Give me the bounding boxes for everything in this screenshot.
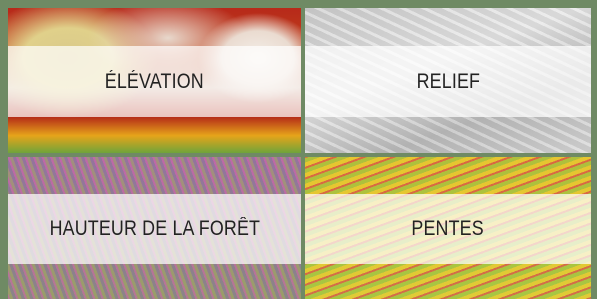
label-band: HAUTEUR DE LA FORÊT xyxy=(8,194,301,264)
tile-label: ÉLÉVATION xyxy=(105,70,204,94)
label-band: PENTES xyxy=(305,194,591,264)
slopes-tile[interactable]: PENTES xyxy=(305,157,591,299)
layer-grid: ÉLÉVATION RELIEF HAUTEUR DE LA FORÊT PEN… xyxy=(0,0,597,299)
tile-label: RELIEF xyxy=(416,70,480,94)
label-band: ÉLÉVATION xyxy=(8,46,301,117)
label-band: RELIEF xyxy=(305,46,591,117)
page: ÉLÉVATION RELIEF HAUTEUR DE LA FORÊT PEN… xyxy=(0,0,597,299)
elevation-tile[interactable]: ÉLÉVATION xyxy=(8,8,301,153)
tile-label: PENTES xyxy=(412,217,484,241)
relief-tile[interactable]: RELIEF xyxy=(305,8,591,153)
forest-height-tile[interactable]: HAUTEUR DE LA FORÊT xyxy=(8,157,301,299)
tile-label: HAUTEUR DE LA FORÊT xyxy=(49,217,260,241)
